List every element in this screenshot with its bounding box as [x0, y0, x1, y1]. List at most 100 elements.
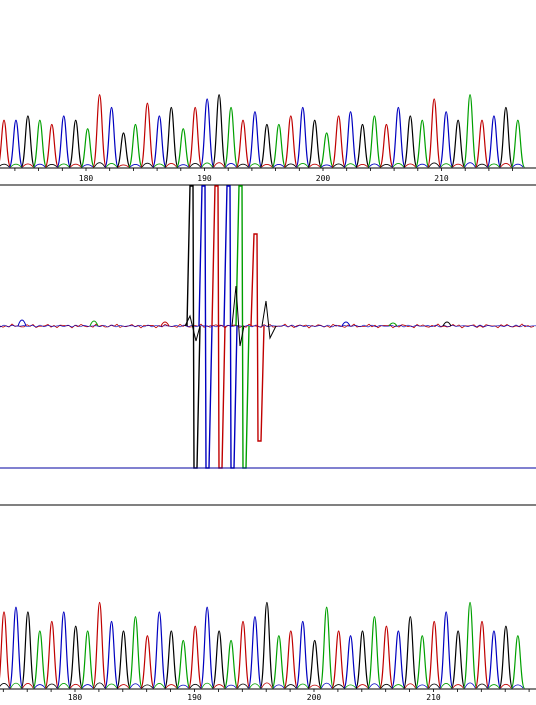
trace-minor-peak: [333, 163, 345, 168]
trace-peak-t: [379, 625, 394, 689]
trace-peak-a: [80, 128, 95, 168]
trace-peak-c: [56, 611, 71, 689]
trace-peak-a: [271, 123, 287, 168]
trace-minor-peak: [309, 684, 321, 689]
x-tick-label: 180: [68, 693, 83, 702]
trace-peak-c: [8, 119, 24, 168]
trace-minor-peak: [344, 163, 357, 168]
trace-minor-peak: [249, 683, 261, 689]
trace-minor-peak: [129, 683, 142, 689]
trace-peak-a: [367, 115, 382, 168]
trace-minor-peak: [141, 162, 153, 168]
trace-minor-peak: [201, 162, 213, 168]
trace-peak-a: [319, 132, 334, 168]
trace-minor-peak: [464, 682, 476, 689]
trace-minor-peak: [10, 682, 22, 689]
trace-peak-t: [92, 601, 107, 689]
trace-peak-t: [0, 119, 12, 168]
difference-minor-peak: [160, 321, 170, 327]
trace-minor-peak: [70, 683, 82, 689]
trace-peak-c: [438, 111, 454, 168]
trace-peak-a: [223, 106, 239, 168]
trace-peak-a: [510, 635, 526, 689]
trace-peak-g: [164, 630, 179, 689]
trace-peak-c: [247, 616, 263, 689]
x-tick-label: 190: [187, 693, 202, 702]
trace-peak-a: [176, 128, 191, 168]
trace-peak-t: [188, 106, 203, 168]
trace-peak-g: [211, 630, 227, 689]
trace-peak-g: [20, 611, 36, 689]
x-tick-label: 180: [79, 174, 94, 183]
trace-minor-peak: [416, 163, 428, 168]
trace-minor-peak: [105, 163, 118, 168]
trace-minor-peak: [440, 163, 452, 168]
trace-peak-g: [498, 106, 514, 168]
trace-minor-peak: [333, 684, 345, 689]
trace-peak-g: [450, 630, 466, 689]
trace-peak-g: [307, 119, 322, 168]
trace-peak-g: [307, 639, 322, 689]
trace-peak-c: [438, 611, 454, 689]
trace-peak-t: [283, 630, 298, 689]
trace-minor-peak: [500, 163, 512, 168]
trace-minor-peak: [46, 164, 58, 168]
trace-peak-c: [391, 630, 406, 689]
trace-peak-a: [462, 94, 478, 168]
trace-minor-peak: [189, 683, 201, 689]
trace-peak-c: [199, 606, 215, 689]
x-tick-label: 210: [434, 174, 449, 183]
trace-minor-peak: [0, 163, 10, 168]
trace-peak-a: [32, 119, 48, 168]
trace-peak-a: [271, 635, 287, 689]
x-tick-label: 200: [307, 693, 322, 702]
trace-minor-peak: [488, 163, 500, 168]
trace-peak-t: [92, 94, 107, 168]
trace-peak-a: [510, 119, 526, 168]
difference-noise: [184, 285, 277, 347]
difference-minor-peak: [442, 321, 452, 327]
trace-minor-peak: [165, 684, 177, 689]
trace-minor-peak: [464, 162, 476, 168]
trace-minor-peak: [22, 163, 34, 168]
difference-spike-c: [223, 185, 238, 469]
trace-peak-a: [128, 123, 143, 168]
trace-peak-t: [474, 119, 490, 168]
trace-minor-peak: [344, 684, 357, 689]
trace-peak-t: [379, 123, 394, 168]
bottom-trace-panel: [0, 601, 526, 689]
trace-minor-peak: [428, 683, 440, 689]
trace-peak-t: [427, 98, 442, 168]
trace-minor-peak: [201, 682, 213, 689]
difference-minor-peak: [89, 320, 99, 327]
difference-minor-peak: [388, 322, 398, 327]
top-x-axis: 180 190 200 210: [14, 168, 513, 183]
trace-minor-peak: [368, 163, 381, 168]
trace-minor-peak: [58, 683, 70, 689]
difference-spike-c: [198, 185, 213, 469]
trace-peak-t: [140, 635, 155, 689]
trace-minor-peak: [452, 684, 464, 689]
trace-minor-peak: [249, 163, 261, 168]
trace-peak-c: [486, 630, 502, 689]
trace-minor-peak: [225, 163, 237, 168]
trace-peak-a: [128, 616, 143, 689]
trace-minor-peak: [34, 163, 46, 168]
trace-peak-t: [0, 611, 12, 689]
trace-minor-peak: [58, 163, 70, 168]
trace-peak-c: [391, 106, 406, 168]
trace-peak-g: [259, 601, 275, 689]
trace-minor-peak: [285, 163, 297, 168]
trace-peak-g: [450, 119, 466, 168]
trace-peak-g: [355, 123, 370, 168]
trace-minor-peak: [380, 683, 392, 689]
trace-peak-g: [211, 94, 227, 168]
trace-peak-t: [235, 119, 251, 168]
trace-peak-a: [223, 639, 239, 689]
trace-minor-peak: [213, 162, 225, 168]
trace-minor-peak: [297, 163, 309, 168]
trace-peak-c: [152, 611, 167, 689]
trace-minor-peak: [93, 682, 106, 689]
difference-spike-a: [235, 185, 250, 469]
